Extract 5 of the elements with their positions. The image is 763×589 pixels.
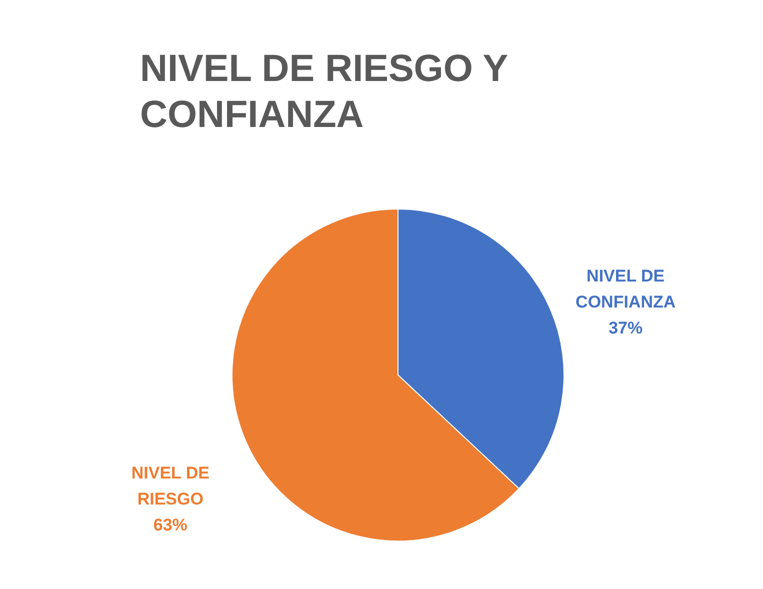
data-label: 63% xyxy=(153,515,188,534)
data-label: 37% xyxy=(608,318,643,338)
chart-title: NIVEL DE RIESGO Y CONFIANZA xyxy=(140,48,508,136)
slice-label: NIVEL DE RIESGO xyxy=(131,463,210,508)
slice-label: NIVEL DE CONFIANZA xyxy=(576,266,676,312)
